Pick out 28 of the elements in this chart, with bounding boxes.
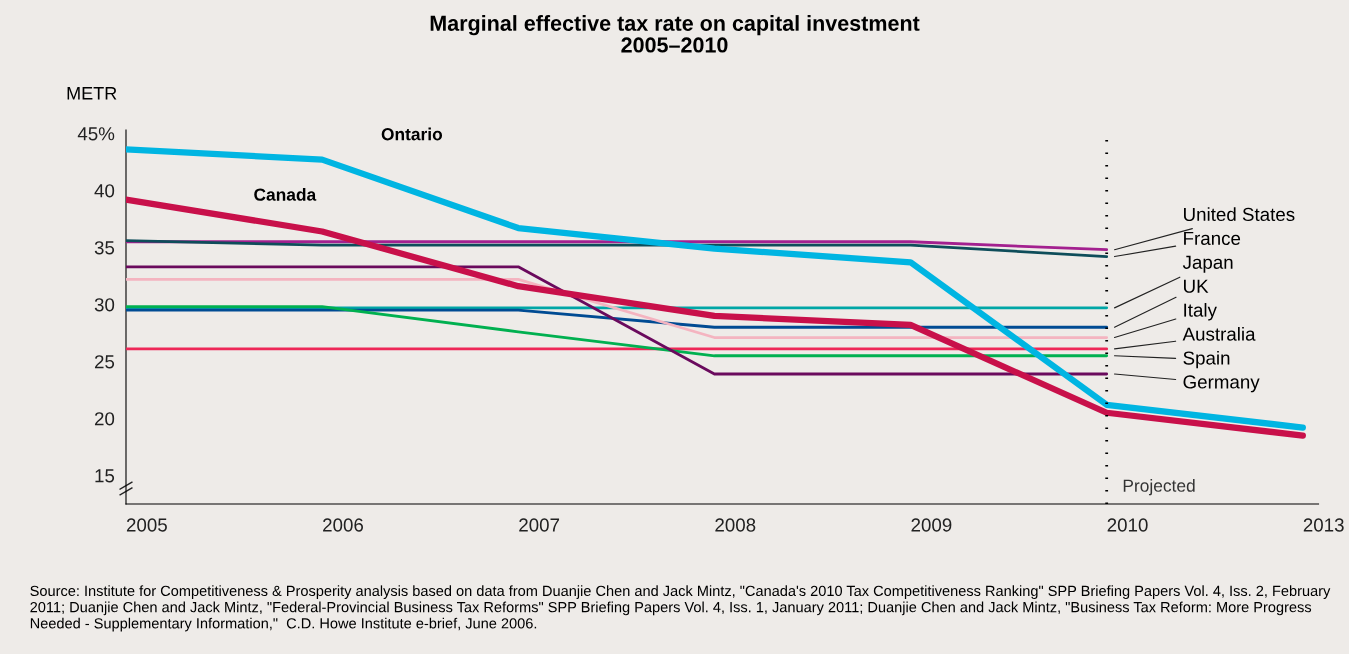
text: UK [1184, 279, 1209, 293]
x-tick-label: 2007 [519, 518, 560, 532]
text: Ontario [381, 127, 443, 141]
x-tick-label: 2010 [1107, 518, 1148, 532]
y-tick-label: 25 [94, 355, 115, 369]
x-tick-label: 2008 [715, 518, 756, 532]
y-tick-label: 35 [94, 241, 115, 255]
y-tick-label: 30 [94, 298, 115, 312]
text: Spain [1183, 350, 1230, 369]
x-tick-label: 2013 [1303, 518, 1344, 532]
text: United States [1184, 207, 1295, 222]
text: Japan [1182, 255, 1233, 273]
x-tick-label: 2006 [323, 518, 364, 532]
y-tick-label: 15 [95, 469, 115, 483]
chart-title: Marginal effective tax rate on capital investment 2005–2010 [430, 15, 920, 53]
series-label: Canada [254, 188, 317, 201]
text: Australia [1182, 326, 1256, 341]
source-note: Source: Institute for Competitiveness & Prosperity analysis based on data from Duanjie Chen and Jack Mintz, "Canada's 2010 Tax Competitiveness Ranking" SPP Briefing Papers Vol. 4, Iss. 2, February 2011; Duanjie Chen and Jack Mintz, "Federal-Provincial Business Tax Reforms" SPP Briefing Papers Vol. 4, Iss. 1, January 2011; Duanjie Chen and Jack Mintz, "Business Tax Reform: More Progress Needed - Supplementary Information," C.D. Howe Institute e-brief, June 2006. [30, 585, 1331, 632]
text: Italy [1184, 303, 1217, 321]
ref-line-label: Projected [1123, 479, 1195, 496]
x-tick-label: 2009 [911, 518, 952, 532]
text: Germany [1183, 375, 1260, 393]
y-tick-label: 45% [77, 127, 115, 141]
y-tick-label: 20 [94, 412, 115, 426]
x-tick-label: 2005 [126, 518, 167, 532]
y-axis-title: METR [67, 87, 117, 100]
text: France [1184, 231, 1241, 245]
y-tick-label: 40 [94, 184, 115, 198]
